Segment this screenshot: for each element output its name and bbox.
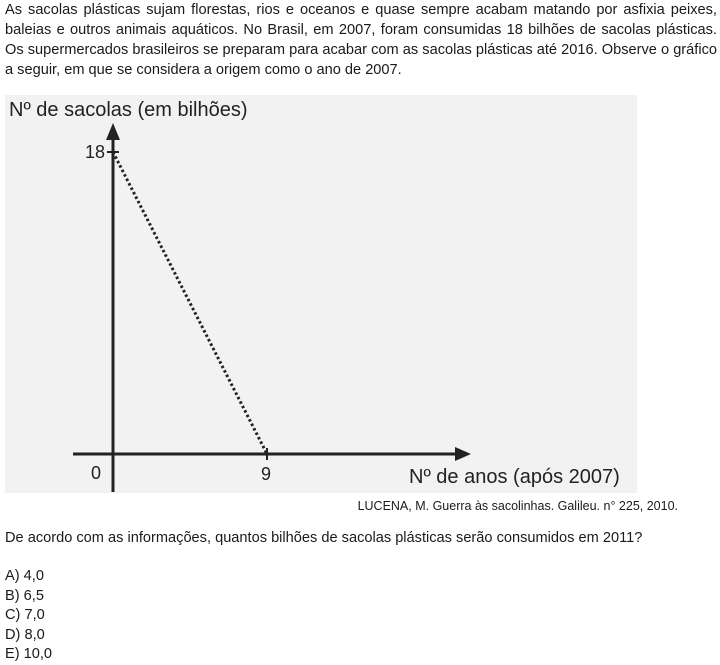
option-d[interactable]: D) 8,0 [5, 626, 45, 643]
option-e[interactable]: E) 10,0 [5, 646, 53, 662]
option-b[interactable]: B) 6,5 [5, 587, 44, 604]
y-tick-label: 18 [85, 142, 105, 162]
series-line-0 [111, 151, 269, 455]
chart-svg: Nº de sacolas (em bilhões) Nº de anos (ap… [5, 95, 637, 493]
data-point-1 [265, 452, 269, 456]
data-point-0 [111, 150, 115, 154]
chart-background [5, 95, 637, 493]
y-axis-label: Nº de sacolas (em bilhões) [9, 99, 248, 121]
x-axis-arrowhead [455, 447, 471, 461]
question-text: De acordo com as informações, quantos bi… [5, 530, 643, 546]
x-axis-label: Nº de anos (após 2007) [409, 466, 620, 488]
answer-options: A) 4,0 B) 6,5 C) 7,0 D) 8,0 E) 10,0 [5, 567, 52, 665]
option-a[interactable]: A) 4,0 [5, 568, 44, 584]
source-citation: LUCENA, M. Guerra às sacolinhas. Galileu… [357, 499, 678, 513]
origin-label: 0 [91, 463, 101, 483]
x-tick-label: 9 [261, 464, 271, 484]
y-axis-arrowhead [106, 123, 120, 140]
intro-text: As sacolas plásticas sujam florestas, ri… [5, 2, 717, 78]
line-chart: Nº de sacolas (em bilhões) Nº de anos (ap… [5, 95, 637, 493]
option-c[interactable]: C) 7,0 [5, 607, 45, 623]
